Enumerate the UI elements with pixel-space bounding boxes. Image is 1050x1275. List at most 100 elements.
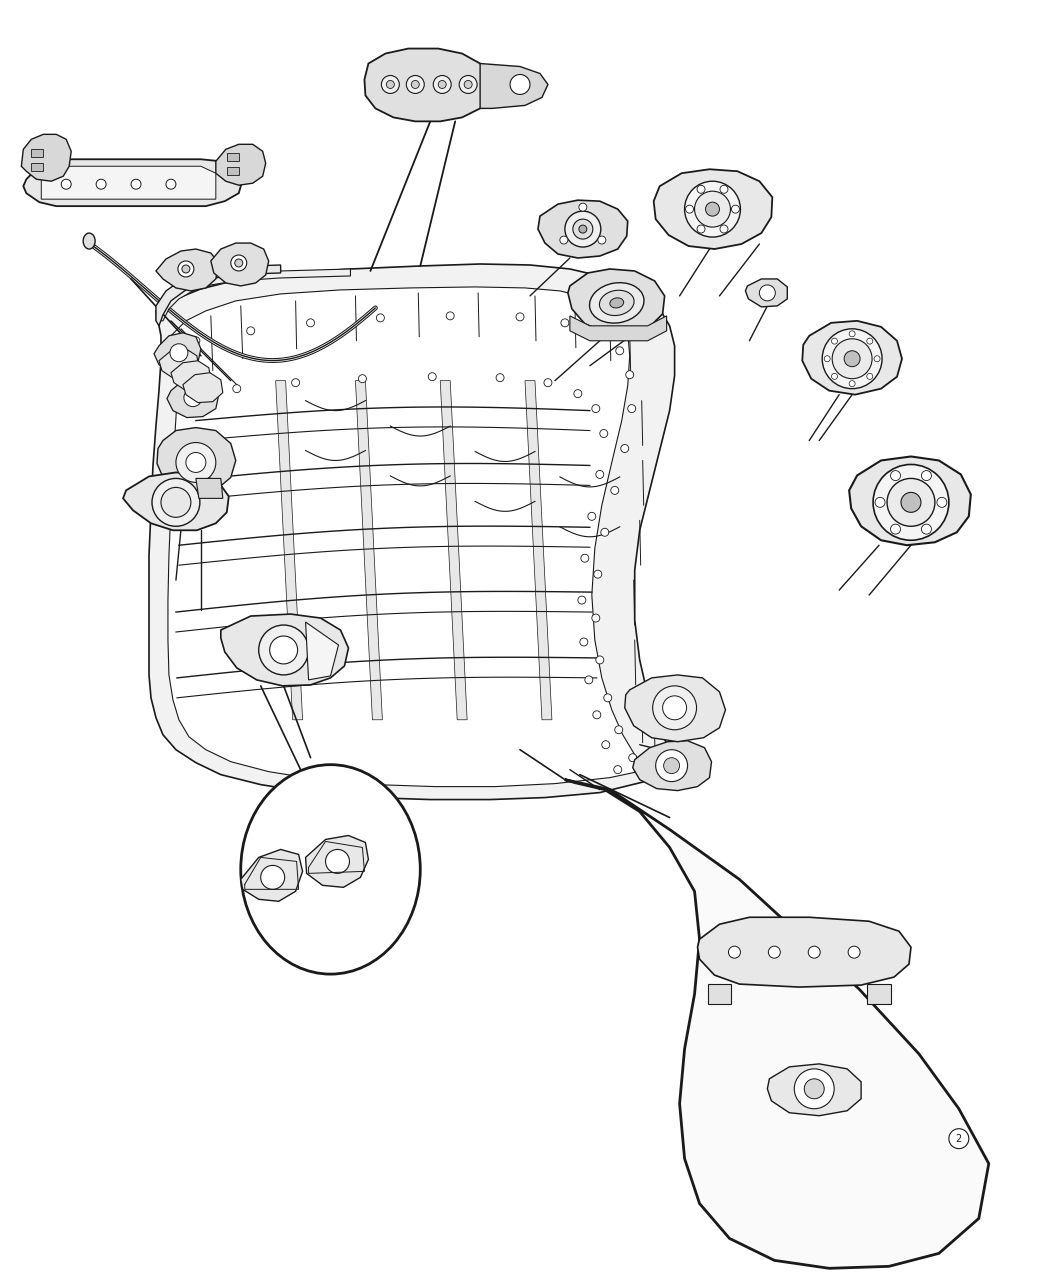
Circle shape: [597, 236, 606, 244]
Circle shape: [544, 379, 552, 386]
Circle shape: [887, 478, 934, 527]
Polygon shape: [538, 200, 628, 258]
Polygon shape: [306, 835, 369, 887]
Polygon shape: [276, 381, 302, 720]
Circle shape: [901, 492, 921, 513]
Polygon shape: [625, 674, 726, 742]
Ellipse shape: [83, 233, 96, 249]
Circle shape: [565, 212, 601, 247]
Circle shape: [170, 344, 188, 362]
Circle shape: [588, 513, 595, 520]
Circle shape: [97, 180, 106, 189]
Circle shape: [573, 219, 593, 238]
Polygon shape: [196, 478, 223, 499]
Circle shape: [600, 430, 608, 437]
Circle shape: [614, 725, 623, 733]
Circle shape: [176, 442, 216, 482]
Circle shape: [510, 74, 530, 94]
Circle shape: [579, 226, 587, 233]
Polygon shape: [123, 473, 229, 530]
Ellipse shape: [240, 765, 420, 974]
Circle shape: [875, 497, 885, 507]
Polygon shape: [768, 1063, 861, 1116]
Circle shape: [574, 390, 582, 398]
Polygon shape: [227, 167, 238, 175]
Circle shape: [663, 696, 687, 720]
Circle shape: [849, 381, 855, 386]
Circle shape: [184, 389, 202, 407]
Circle shape: [729, 946, 740, 958]
Ellipse shape: [610, 298, 624, 309]
Polygon shape: [168, 287, 648, 787]
Polygon shape: [440, 381, 467, 720]
Circle shape: [376, 314, 384, 321]
Circle shape: [595, 655, 604, 664]
Circle shape: [186, 453, 206, 473]
Circle shape: [686, 205, 694, 213]
Polygon shape: [171, 361, 211, 390]
Polygon shape: [156, 265, 280, 326]
Circle shape: [594, 330, 602, 338]
Polygon shape: [867, 984, 891, 1003]
Circle shape: [247, 326, 255, 335]
Circle shape: [922, 524, 931, 534]
Polygon shape: [570, 316, 667, 340]
Circle shape: [832, 338, 838, 344]
Circle shape: [602, 741, 610, 748]
Circle shape: [185, 393, 193, 400]
Circle shape: [732, 205, 739, 213]
Circle shape: [579, 203, 587, 212]
Polygon shape: [849, 456, 971, 546]
Circle shape: [874, 356, 880, 362]
Circle shape: [626, 371, 634, 379]
Polygon shape: [306, 622, 338, 680]
Polygon shape: [227, 153, 238, 161]
Circle shape: [166, 180, 176, 189]
Circle shape: [182, 265, 190, 273]
Circle shape: [438, 80, 446, 88]
Circle shape: [844, 351, 860, 367]
Polygon shape: [480, 64, 548, 108]
Polygon shape: [149, 264, 685, 799]
Polygon shape: [565, 779, 989, 1269]
Circle shape: [459, 75, 477, 93]
Circle shape: [381, 75, 399, 93]
Circle shape: [561, 319, 569, 326]
Circle shape: [653, 686, 696, 729]
Circle shape: [866, 338, 873, 344]
Text: 2: 2: [956, 1133, 962, 1144]
Polygon shape: [211, 244, 269, 286]
Polygon shape: [364, 48, 492, 121]
Circle shape: [611, 486, 618, 495]
Circle shape: [922, 470, 931, 481]
Polygon shape: [32, 163, 43, 171]
Polygon shape: [23, 159, 243, 207]
Circle shape: [307, 319, 315, 326]
Polygon shape: [697, 917, 911, 987]
Circle shape: [614, 766, 622, 774]
Polygon shape: [525, 381, 552, 720]
Circle shape: [428, 372, 436, 381]
Circle shape: [866, 374, 873, 380]
Polygon shape: [654, 170, 773, 249]
Circle shape: [292, 379, 299, 386]
Circle shape: [412, 80, 419, 88]
Circle shape: [697, 185, 705, 194]
Circle shape: [824, 356, 831, 362]
Circle shape: [822, 329, 882, 389]
Polygon shape: [41, 166, 216, 199]
Polygon shape: [802, 321, 902, 395]
Circle shape: [720, 224, 728, 233]
Ellipse shape: [600, 291, 634, 315]
Circle shape: [177, 261, 194, 277]
Circle shape: [592, 404, 600, 413]
Circle shape: [131, 180, 141, 189]
Circle shape: [629, 754, 636, 761]
Circle shape: [808, 946, 820, 958]
Circle shape: [593, 710, 601, 719]
Circle shape: [152, 478, 200, 527]
Circle shape: [720, 185, 728, 194]
Circle shape: [161, 487, 191, 518]
Ellipse shape: [589, 283, 644, 323]
Circle shape: [386, 80, 395, 88]
